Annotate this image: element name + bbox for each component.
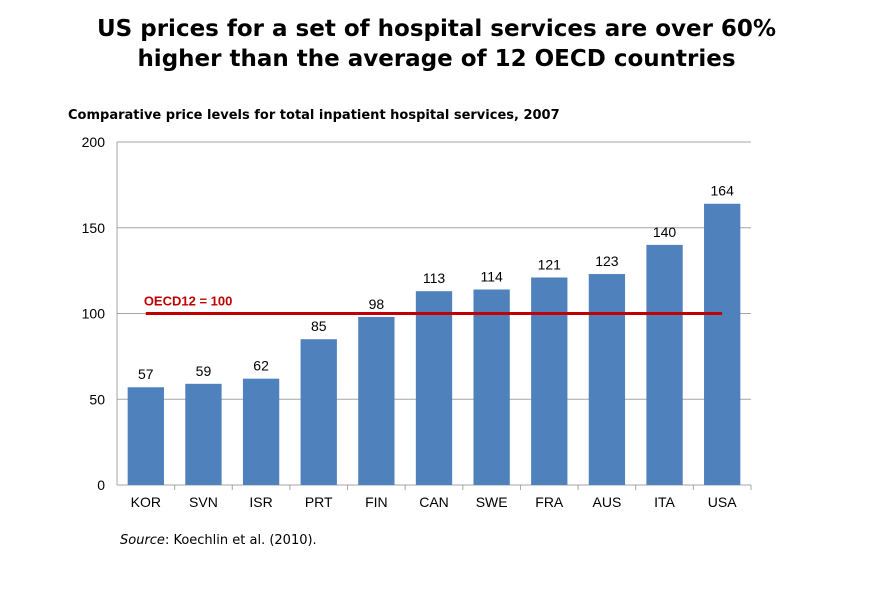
data-label-fra: 121: [538, 256, 562, 272]
x-tick-label-ita: ITA: [654, 494, 675, 510]
y-tick-label-0: 0: [97, 477, 105, 493]
x-tick-label-kor: KOR: [131, 494, 161, 510]
data-label-usa: 164: [711, 183, 735, 199]
data-label-can: 113: [423, 270, 446, 286]
bar-fin: [358, 316, 395, 485]
y-tick-label-100: 100: [82, 306, 106, 322]
bar-ita: [646, 244, 683, 485]
source-note: Source: Koechlin et al. (2010).: [120, 533, 317, 548]
bar-swe: [473, 289, 510, 485]
source-text: Koechlin et al. (2010).: [173, 533, 317, 548]
data-label-prt: 85: [311, 318, 327, 334]
data-label-fin: 98: [369, 296, 385, 312]
bar-aus: [588, 274, 626, 485]
oecd-reference-label: OECD12 = 100: [144, 294, 233, 309]
x-tick-label-aus: AUS: [593, 494, 622, 510]
bar-isr: [242, 378, 280, 485]
x-tick-label-swe: SWE: [476, 494, 508, 510]
headline: US prices for a set of hospital services…: [0, 14, 873, 74]
bar-kor: [127, 387, 164, 485]
data-label-ita: 140: [653, 224, 677, 240]
data-label-swe: 114: [480, 268, 503, 284]
y-tick-label-150: 150: [82, 220, 106, 236]
chart-title: Comparative price levels for total inpat…: [68, 108, 560, 123]
headline-line-2: higher than the average of 12 OECD count…: [137, 46, 736, 72]
x-tick-label-fin: FIN: [365, 494, 388, 510]
x-tick-label-usa: USA: [708, 494, 737, 510]
x-tick-label-svn: SVN: [189, 494, 218, 510]
x-tick-label-prt: PRT: [305, 494, 333, 510]
source-separator: :: [164, 533, 174, 548]
bar-prt: [300, 339, 337, 485]
y-tick-label-50: 50: [89, 391, 105, 407]
bar-svn: [185, 383, 222, 485]
data-label-svn: 59: [196, 363, 212, 379]
y-tick-label-200: 200: [82, 134, 106, 150]
bar-can: [415, 291, 453, 485]
x-tick-label-isr: ISR: [249, 494, 272, 510]
data-label-isr: 62: [253, 358, 269, 374]
headline-line-1: US prices for a set of hospital services…: [97, 16, 776, 42]
bar-usa: [704, 203, 741, 486]
data-label-aus: 123: [595, 253, 619, 269]
x-tick-label-can: CAN: [419, 494, 449, 510]
data-label-kor: 57: [138, 366, 154, 382]
source-label: Source: [120, 533, 165, 548]
bar-fra: [531, 277, 568, 485]
x-tick-label-fra: FRA: [535, 494, 564, 510]
